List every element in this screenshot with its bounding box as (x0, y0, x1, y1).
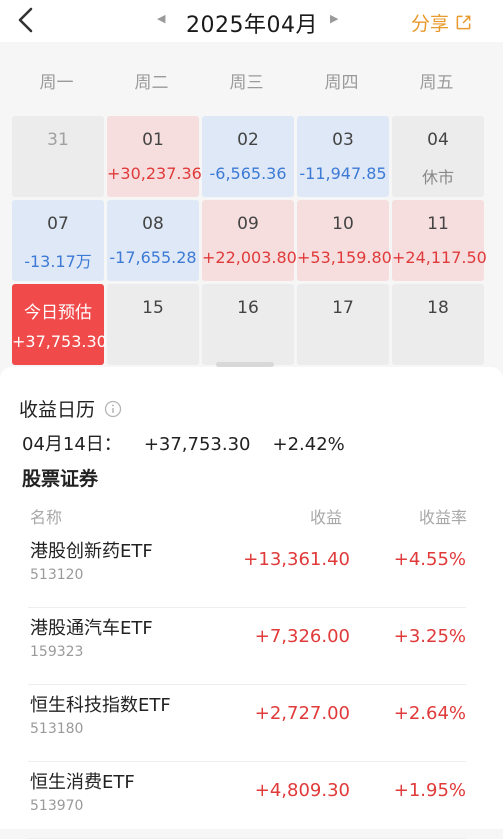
calendar-cell[interactable]: 03 -11,947.85 (297, 116, 389, 197)
calendar-day-label: 08 (142, 214, 164, 234)
panel-title-text: 收益日历 (19, 399, 96, 421)
weekday-label: 周一 (39, 73, 74, 93)
calendar-day-profit: +53,159.80 (297, 248, 392, 267)
column-header-profit[interactable]: 收益 (310, 508, 343, 527)
daily-summary: 04月14日： +37,753.30 +2.42% (22, 430, 367, 456)
calendar-day-label: 04 (427, 130, 449, 150)
calendar-day-profit: -11,947.85 (299, 164, 387, 183)
calendar-cell[interactable]: 16 (202, 284, 294, 365)
weekday-label: 周三 (229, 73, 264, 93)
holding-code: 513180 (30, 721, 84, 737)
calendar-day-label: 15 (142, 298, 164, 318)
section-title: 股票证券 (22, 468, 99, 490)
calendar-cell[interactable]: 15 (107, 284, 199, 365)
holding-profit: +13,361.40 (243, 549, 350, 570)
calendar-day-label: 01 (142, 130, 164, 150)
month-title[interactable]: 2025年04月 (186, 13, 318, 38)
calendar-cell[interactable]: 18 (392, 284, 484, 365)
calendar-cell[interactable]: 10 +53,159.80 (297, 200, 392, 281)
calendar-day-label: 11 (427, 214, 449, 234)
holding-code: 513970 (30, 798, 84, 814)
calendar-day-label: 今日预估 (24, 303, 92, 323)
weekday-header: 周一 周二 周三 周四 周五 (10, 68, 493, 96)
holding-name: 恒生科技指数ETF (30, 695, 171, 716)
holding-rate: +2.64% (393, 703, 466, 724)
calendar-day-label: 09 (237, 214, 259, 234)
calendar-cell-today[interactable]: 今日预估 +37,753.30 (12, 284, 107, 365)
drag-handle[interactable] (216, 362, 274, 367)
calendar-day-label: 31 (47, 130, 69, 150)
calendar-day-label: 02 (237, 130, 259, 150)
calendar-cell[interactable]: 11 +24,117.50 (392, 200, 487, 281)
share-button[interactable]: 分享 (411, 9, 472, 36)
chevron-left-icon (18, 7, 33, 33)
summary-date: 04月14日： (22, 434, 122, 455)
calendar-day-profit: +22,003.80 (202, 248, 297, 267)
next-month-button[interactable]: ▶ (330, 12, 339, 25)
holding-row[interactable]: 恒生科技指数ETF 513180 +2,727.00 +2.64% (28, 685, 466, 762)
calendar-day-label: 03 (332, 130, 354, 150)
holding-row[interactable]: 港股通汽车ETF 159323 +7,326.00 +3.25% (28, 608, 466, 685)
back-button[interactable] (12, 4, 40, 36)
calendar-cell[interactable]: 07 -13.17万 (12, 200, 104, 281)
holding-code: 159323 (30, 644, 84, 660)
holding-name: 港股创新药ETF (30, 541, 153, 562)
panel-title: 收益日历 (19, 395, 122, 422)
calendar-day-label: 16 (237, 298, 259, 318)
calendar-cell[interactable]: 17 (297, 284, 389, 365)
top-bar: ◀ 2025年04月 ▶ 分享 (0, 0, 503, 42)
column-header-name: 名称 (30, 508, 63, 527)
calendar-day-profit: +30,237.36 (107, 164, 202, 183)
calendar-cell[interactable]: 31 (12, 116, 104, 197)
holding-name: 港股通汽车ETF (30, 618, 153, 639)
external-link-icon (456, 15, 471, 30)
profit-panel: 收益日历 04月14日： +37,753.30 +2.42% 股票证券 名称 收益 … (0, 362, 503, 839)
info-circle-icon[interactable] (104, 400, 122, 418)
summary-amount: +37,753.30 (143, 434, 251, 455)
weekday-label: 周五 (419, 73, 454, 93)
weekday-label: 周二 (134, 73, 169, 93)
calendar-cell[interactable]: 09 +22,003.80 (202, 200, 297, 281)
calendar-cell[interactable]: 02 -6,565.36 (202, 116, 294, 197)
holding-rate: +4.55% (393, 549, 466, 570)
holding-rate: +1.95% (393, 780, 466, 801)
column-header-rate[interactable]: 收益率 (419, 508, 468, 527)
holding-rate: +3.25% (393, 626, 466, 647)
weekday-label: 周四 (324, 73, 359, 93)
holding-row[interactable]: 恒生消费ETF 513970 +4,809.30 +1.95% (28, 762, 466, 839)
calendar-day-label: 10 (332, 214, 354, 234)
calendar-cell[interactable]: 08 -17,655.28 (107, 200, 199, 281)
calendar-day-profit: 休市 (421, 168, 454, 187)
calendar-day-profit: -13.17万 (24, 252, 92, 271)
calendar-day-profit: +24,117.50 (392, 248, 487, 267)
holding-code: 513120 (30, 567, 84, 583)
calendar-cell[interactable]: 04 休市 (392, 116, 484, 197)
prev-month-button[interactable]: ◀ (157, 12, 166, 25)
calendar-day-profit: +37,753.30 (12, 332, 107, 351)
holding-name: 恒生消费ETF (30, 772, 135, 793)
summary-rate: +2.42% (272, 434, 345, 455)
holding-profit: +2,727.00 (254, 703, 350, 724)
calendar-day-profit: -17,655.28 (109, 248, 197, 267)
holding-row[interactable]: 港股创新药ETF 513120 +13,361.40 +4.55% (28, 531, 466, 608)
calendar-cell[interactable]: 01 +30,237.36 (107, 116, 202, 197)
calendar-day-label: 17 (332, 298, 354, 318)
holding-profit: +7,326.00 (254, 626, 350, 647)
share-label: 分享 (411, 13, 450, 35)
calendar-day-label: 18 (427, 298, 449, 318)
calendar-day-label: 07 (47, 214, 69, 234)
calendar-day-profit: -6,565.36 (209, 164, 287, 183)
holding-profit: +4,809.30 (254, 780, 350, 801)
